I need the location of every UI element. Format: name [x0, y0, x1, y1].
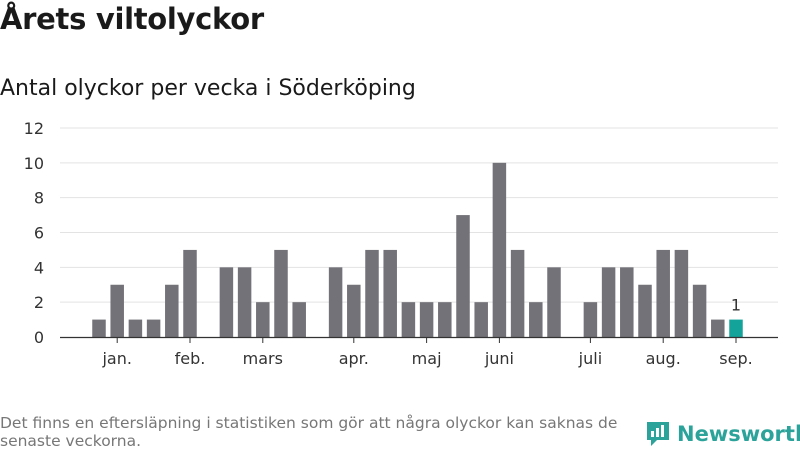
x-tick-label: jan. — [101, 349, 131, 368]
bar — [674, 249, 689, 337]
x-tick-label: juni — [484, 349, 514, 368]
x-tick-label: feb. — [175, 349, 206, 368]
bar-chart: 0 2 4 6 8 10 12 jan. feb. mars apr. maj juni juli aug.… — [24, 119, 778, 368]
bar — [547, 267, 561, 337]
bar — [219, 267, 234, 337]
y-tick-label: 8 — [34, 189, 44, 208]
bar — [292, 302, 306, 337]
bar — [256, 302, 270, 337]
chart-subtitle: Antal olyckor per vecka i Söderköping — [0, 76, 416, 101]
bar — [529, 302, 543, 337]
bar — [711, 319, 725, 337]
brand-logo: Newsworthy — [645, 420, 800, 448]
bar — [419, 302, 434, 337]
bar — [438, 302, 452, 337]
bar — [456, 215, 470, 337]
bar — [401, 302, 416, 337]
y-tick-label: 4 — [34, 258, 44, 277]
bar — [620, 267, 634, 337]
bar — [347, 284, 361, 337]
data-label: 1 — [731, 296, 741, 315]
y-tick-label: 10 — [24, 154, 44, 173]
x-tick-label: apr. — [339, 349, 369, 368]
bar — [692, 284, 707, 337]
bar — [365, 249, 379, 337]
bar — [638, 284, 652, 337]
bar — [583, 302, 598, 337]
bar — [128, 319, 143, 337]
x-tick-label: sep. — [719, 349, 752, 368]
bar — [474, 302, 488, 337]
footnote: Det finns en eftersläpning i statistiken… — [0, 414, 618, 450]
bar — [274, 249, 288, 337]
x-tick-label: juli — [578, 349, 602, 368]
x-tick-label: maj — [412, 349, 442, 368]
y-tick-label: 0 — [34, 328, 44, 347]
y-tick-label: 12 — [24, 119, 44, 138]
bar-highlight — [729, 319, 743, 337]
x-tick-label: mars — [243, 349, 283, 368]
bar — [165, 284, 179, 337]
bar — [92, 319, 106, 337]
bar — [110, 284, 124, 337]
y-tick-label: 6 — [34, 224, 44, 243]
bar — [601, 267, 616, 337]
x-tick-label: aug. — [646, 349, 681, 368]
bar — [146, 319, 161, 337]
brand-name: Newsworthy — [677, 422, 800, 446]
newsworthy-logo-icon — [647, 422, 669, 446]
bar — [492, 162, 507, 337]
y-tick-label: 2 — [34, 293, 44, 312]
bar — [656, 249, 670, 337]
bar — [510, 249, 525, 337]
bar — [237, 267, 252, 337]
chart-title: Årets viltolyckor — [0, 2, 264, 36]
bar — [183, 249, 197, 337]
bar — [328, 267, 343, 337]
bar — [383, 249, 397, 337]
